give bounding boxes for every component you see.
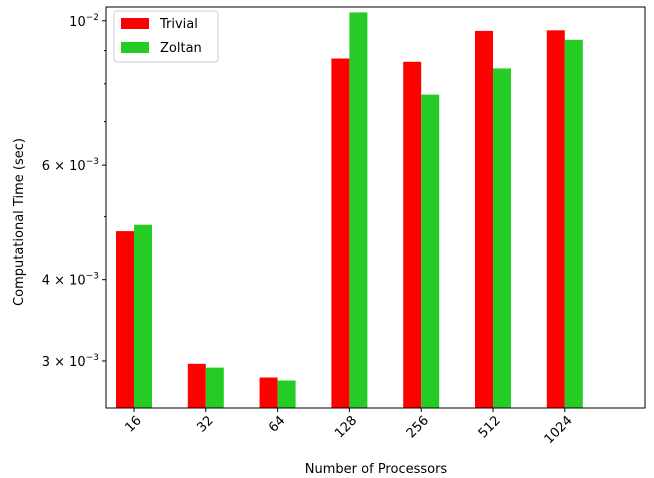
bar-trivial-128 xyxy=(331,58,350,408)
x-tick-label: 16 xyxy=(123,413,145,435)
bars-layer xyxy=(116,12,583,409)
y-tick-label: 10−2 xyxy=(69,13,99,30)
bar-zoltan-64 xyxy=(277,380,296,408)
x-axis-ticks: 16 32 64 128 256 512 1024 xyxy=(123,408,576,447)
bar-zoltan-32 xyxy=(205,367,224,408)
x-tick-label: 1024 xyxy=(542,413,576,447)
y-axis-ticks: 3 × 10−3 4 × 10−3 6 × 10−3 10−2 xyxy=(42,13,106,370)
x-axis-label: Number of Processors xyxy=(305,462,448,477)
bar-zoltan-1024 xyxy=(564,39,583,409)
legend-swatch-trivial xyxy=(121,18,149,29)
bar-trivial-64 xyxy=(259,377,278,408)
x-tick-label: 64 xyxy=(266,413,288,435)
y-tick-label: 6 × 10−3 xyxy=(42,157,99,174)
bar-trivial-16 xyxy=(116,231,134,408)
bar-zoltan-128 xyxy=(349,12,368,409)
x-tick-label: 512 xyxy=(476,413,504,441)
bar-trivial-256 xyxy=(403,61,422,409)
plot-frame xyxy=(105,6,646,409)
x-tick-label: 32 xyxy=(194,413,216,435)
bar-trivial-32 xyxy=(187,363,206,408)
legend: Trivial Zoltan xyxy=(113,10,219,63)
y-tick-label: 3 × 10−3 xyxy=(42,353,99,370)
bar-zoltan-256 xyxy=(421,94,440,408)
bar-trivial-1024 xyxy=(546,30,565,409)
bar-trivial-512 xyxy=(475,30,493,409)
x-tick-label: 128 xyxy=(332,413,360,441)
y-axis-label: Computational Time (sec) xyxy=(12,138,27,306)
x-tick-label: 256 xyxy=(404,413,432,441)
y-tick-label: 4 × 10−3 xyxy=(42,272,99,289)
legend-label-trivial: Trivial xyxy=(159,17,198,32)
legend-label-zoltan: Zoltan xyxy=(160,41,202,56)
bar-zoltan-512 xyxy=(493,68,511,409)
legend-swatch-zoltan xyxy=(121,42,149,53)
bar-zoltan-16 xyxy=(134,224,152,408)
